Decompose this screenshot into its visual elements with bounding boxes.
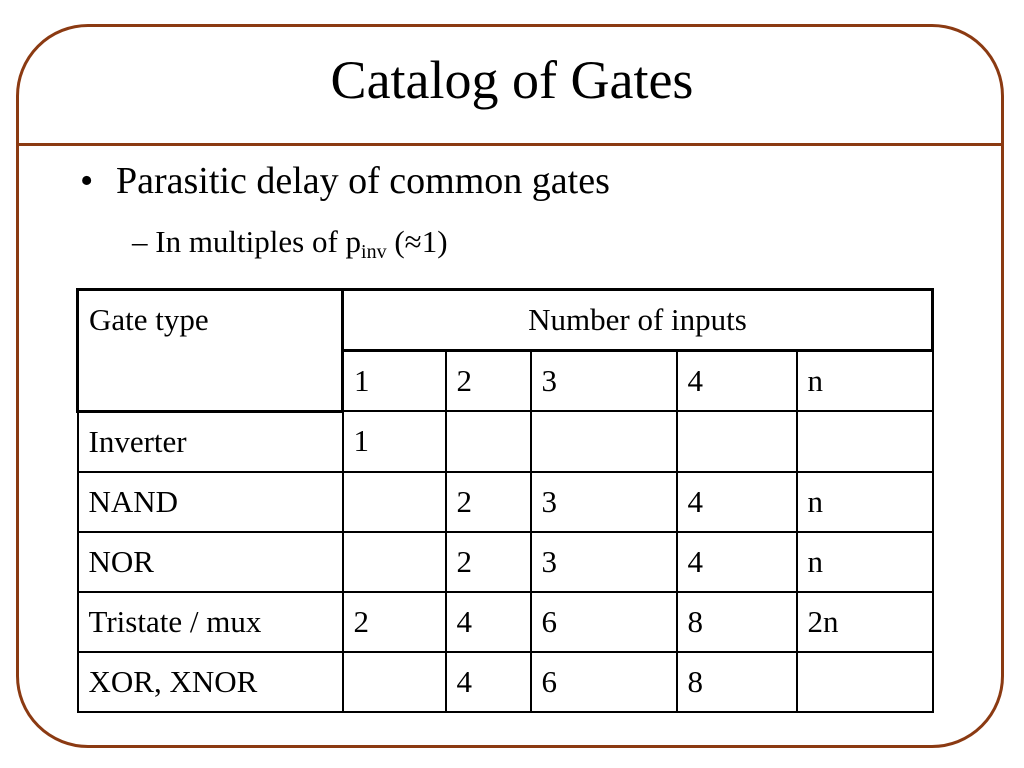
table-cell (795, 410, 934, 473)
gate-name-cell: Inverter (76, 410, 344, 473)
table-header-row: Gate type Number of inputs (76, 288, 934, 413)
table-cell: 2n (795, 590, 934, 653)
table-cell: 2 (444, 470, 532, 533)
sub-bullet-subscript: inv (361, 241, 387, 263)
table-cell: 8 (675, 590, 798, 653)
table-cell: 1 (341, 410, 447, 473)
header-number-of-inputs: Number of inputs (341, 288, 934, 352)
header-gate-type: Gate type (76, 288, 344, 413)
table-cell (675, 410, 798, 473)
table-cell: n (795, 530, 934, 593)
table-cell (529, 410, 678, 473)
table-cell: 2 (341, 590, 447, 653)
table-subheader-row: 1 2 3 4 n (78, 349, 934, 412)
title-divider (16, 143, 1004, 146)
table-row: NOR 2 3 4 n (76, 530, 934, 593)
bullet-marker: • (80, 160, 94, 202)
input-count-cell: 1 (341, 349, 447, 412)
gate-name-cell: Tristate / mux (76, 590, 344, 653)
table-cell: n (795, 470, 934, 533)
slide-title: Catalog of Gates (330, 50, 694, 110)
sub-bullet-text: – In multiples of p (132, 224, 362, 259)
table-cell: 2 (444, 530, 532, 593)
input-count-cell: 4 (675, 349, 798, 412)
gate-delay-table: Gate type Number of inputs 1 2 3 4 n Inv… (76, 288, 934, 713)
input-count-cell: n (795, 349, 934, 412)
table-cell (444, 410, 532, 473)
sub-bullet-suffix: (≈1) (386, 224, 448, 259)
table-cell (341, 470, 447, 533)
table-cell (795, 650, 934, 713)
table-cell: 4 (444, 650, 532, 713)
table-cell: 8 (675, 650, 798, 713)
table-row: NAND 2 3 4 n (76, 470, 934, 533)
gate-name-cell: XOR, XNOR (76, 650, 344, 713)
table-cell (341, 530, 447, 593)
slide-frame (16, 24, 1004, 748)
table-cell: 4 (675, 470, 798, 533)
table-cell: 6 (529, 650, 678, 713)
bullet-text: Parasitic delay of common gates (116, 160, 610, 202)
input-count-cell: 2 (444, 349, 532, 412)
table-row: Tristate / mux 2 4 6 8 2n (76, 590, 934, 653)
table-cell: 3 (529, 470, 678, 533)
sub-bullet: – In multiples of pinv (≈1) (132, 220, 448, 264)
table-cell: 4 (675, 530, 798, 593)
bullet-item: • Parasitic delay of common gates (80, 156, 610, 206)
table-cell: 3 (529, 530, 678, 593)
gate-name-cell: NOR (76, 530, 344, 593)
table-cell: 4 (444, 590, 532, 653)
gate-name-cell: NAND (76, 470, 344, 533)
table-cell (341, 650, 447, 713)
table-cell: 6 (529, 590, 678, 653)
table-row: XOR, XNOR 4 6 8 (76, 650, 934, 713)
input-count-cell: 3 (529, 349, 678, 412)
table-row: Inverter 1 (76, 410, 934, 473)
